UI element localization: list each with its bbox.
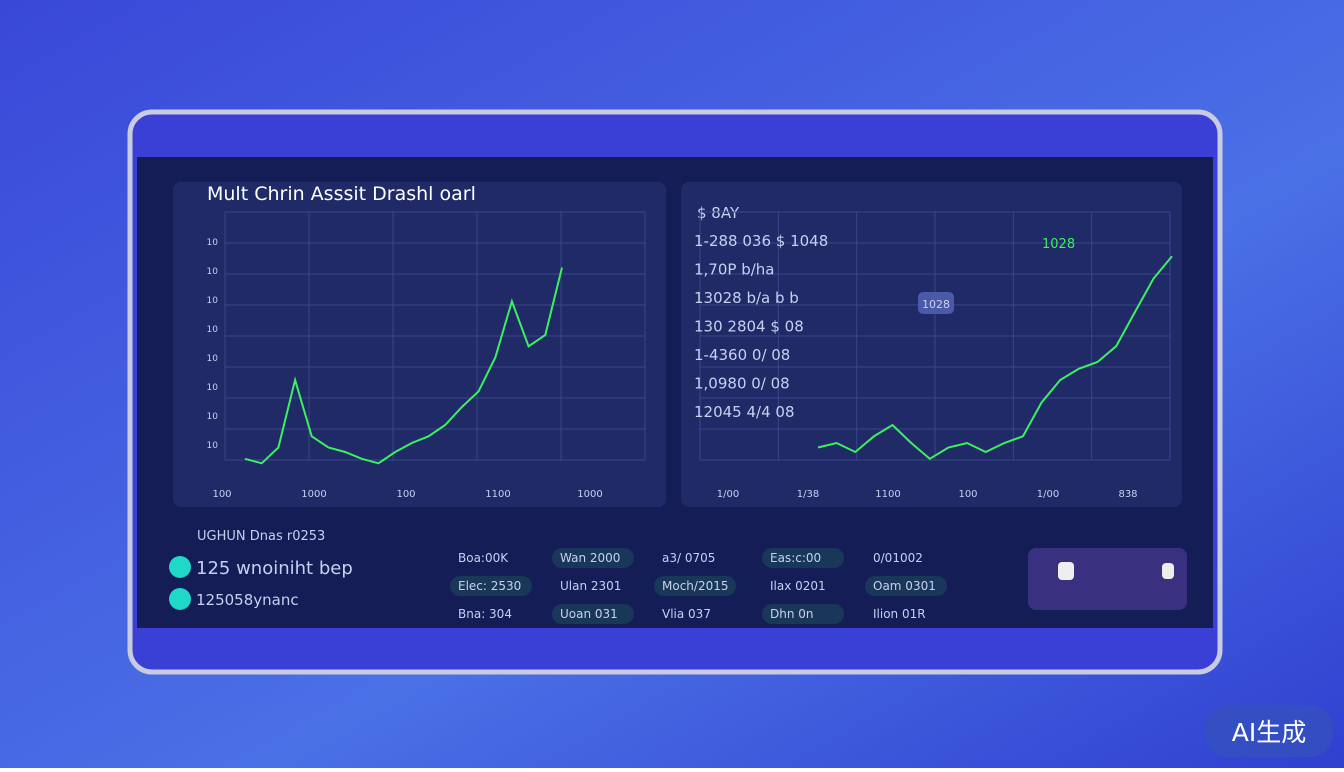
x-tick-label: 1/00 bbox=[1037, 489, 1059, 500]
right-panel bbox=[681, 182, 1182, 507]
table-cell: Ilax 0201 bbox=[770, 579, 826, 593]
table-cell: Uoan 031 bbox=[560, 607, 618, 621]
table-cell: Ilion 01R bbox=[873, 607, 926, 621]
row-label: 12045 4/4 08 bbox=[694, 403, 794, 421]
table-cell: Ulan 2301 bbox=[560, 579, 621, 593]
table-cell: a3/ 0705 bbox=[662, 551, 715, 565]
summary-item: 125 wnoiniht bep bbox=[196, 558, 353, 579]
button-icon bbox=[1162, 563, 1174, 579]
summary-item: 125058ynanc bbox=[196, 591, 299, 609]
price-line bbox=[817, 255, 1173, 461]
table-cell: Elec: 2530 bbox=[458, 579, 521, 593]
ai-badge bbox=[1205, 705, 1333, 757]
row-label: 1,70P b/ha bbox=[694, 261, 775, 279]
badge-label: 1028 bbox=[1042, 237, 1075, 252]
row-label: 13028 b/a b b bbox=[694, 289, 799, 307]
y-tick-label: 10 bbox=[207, 441, 219, 451]
action-button[interactable] bbox=[1028, 548, 1187, 610]
x-tick-label: 100 bbox=[212, 489, 231, 500]
x-tick-label: 1/38 bbox=[797, 489, 819, 500]
left-panel bbox=[173, 182, 666, 507]
summary-heading: UGHUN Dnas r0253 bbox=[197, 529, 325, 544]
table-cell: Wan 2000 bbox=[560, 551, 620, 565]
y-tick-label: 10 bbox=[207, 296, 219, 306]
x-tick-label: 838 bbox=[1118, 489, 1137, 500]
y-tick-label: 10 bbox=[207, 267, 219, 277]
x-tick-label: 100 bbox=[958, 489, 977, 500]
status-dot bbox=[169, 556, 191, 578]
table-cell: Boa:00K bbox=[458, 551, 509, 565]
cell-highlight bbox=[552, 548, 634, 568]
table-cell: Vlia 037 bbox=[662, 607, 711, 621]
button-icon bbox=[1058, 562, 1074, 580]
x-tick-label: 1/00 bbox=[717, 489, 739, 500]
panel-title: $ 8AY bbox=[697, 204, 740, 222]
cell-highlight bbox=[762, 604, 844, 624]
y-tick-label: 10 bbox=[207, 238, 219, 248]
cell-highlight bbox=[654, 576, 736, 596]
cell-highlight bbox=[865, 576, 947, 596]
y-tick-label: 10 bbox=[207, 325, 219, 335]
row-label: 1,0980 0/ 08 bbox=[694, 375, 790, 393]
table-cell: 0/01002 bbox=[873, 551, 923, 565]
y-tick-label: 10 bbox=[207, 354, 219, 364]
x-tick-label: 1000 bbox=[577, 489, 602, 500]
table-cell: Bna: 304 bbox=[458, 607, 512, 621]
tag-label: 1028 bbox=[922, 298, 950, 311]
cell-highlight bbox=[762, 548, 844, 568]
row-label: 130 2804 $ 08 bbox=[694, 318, 804, 336]
x-tick-label: 100 bbox=[396, 489, 415, 500]
row-label: 1-4360 0/ 08 bbox=[694, 346, 790, 364]
row-label: 1-288 036 $ 1048 bbox=[694, 232, 828, 250]
tag-box bbox=[918, 292, 954, 314]
status-dot bbox=[169, 588, 191, 610]
ai-badge-label: AI生成 bbox=[1232, 718, 1306, 747]
table-cell: Oam 0301 bbox=[873, 579, 936, 593]
price-line bbox=[244, 267, 563, 465]
table-cell: Moch/2015 bbox=[662, 579, 728, 593]
x-tick-label: 1100 bbox=[875, 489, 900, 500]
table-cell: Dhn 0n bbox=[770, 607, 814, 621]
y-tick-label: 10 bbox=[207, 383, 219, 393]
cell-highlight bbox=[552, 604, 634, 624]
y-tick-label: 10 bbox=[207, 412, 219, 422]
table-cell: Eas:c:00 bbox=[770, 551, 821, 565]
cell-highlight bbox=[450, 576, 532, 596]
panel-title: Mult Chrin Asssit Drashl oarl bbox=[207, 183, 476, 205]
x-tick-label: 1100 bbox=[485, 489, 510, 500]
x-tick-label: 1000 bbox=[301, 489, 326, 500]
